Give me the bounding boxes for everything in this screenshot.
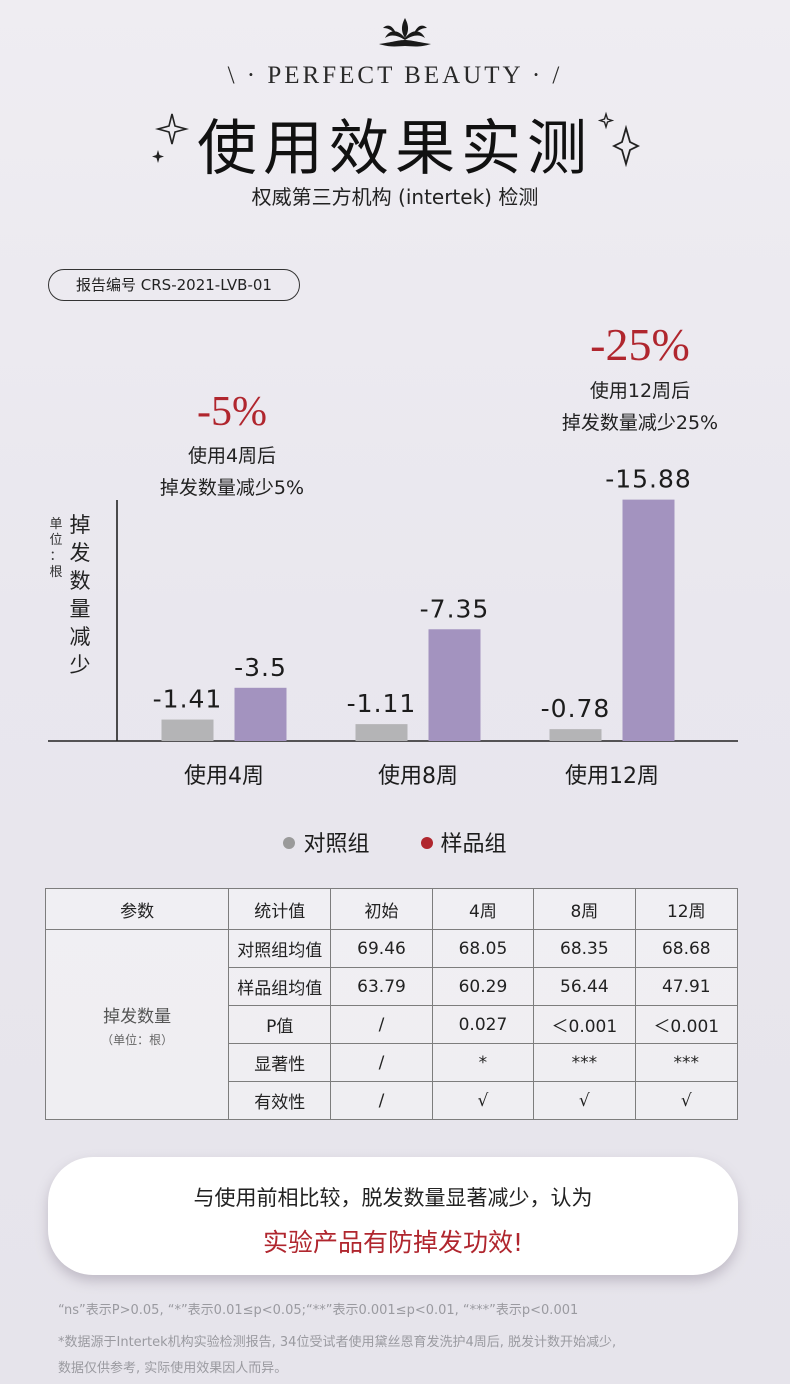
table-cell: √	[533, 1081, 636, 1120]
table-cell: ***	[634, 1043, 739, 1082]
stat-label: 对照组均值	[228, 929, 332, 968]
bar-value-label: -0.78	[541, 694, 611, 723]
footnote-significance: “ns”表示P>0.05, “*”表示0.01≤p<0.05;“**”表示0.0…	[58, 1303, 579, 1318]
stat-label: P值	[228, 1005, 332, 1044]
legend-item-control: 对照组	[283, 826, 370, 858]
bar-value-label: -7.35	[420, 594, 490, 623]
table-cell: 68.35	[533, 929, 636, 968]
table-header-row: 参数 统计值 初始 4周 8周 12周	[44, 888, 739, 930]
footnote-source: *数据源于Intertek机构实验检测报告, 34位受试者使用黛丝恩育发洗护4周…	[58, 1335, 617, 1350]
unit-label-char: 单	[49, 517, 62, 532]
sparkle-left-icon	[152, 113, 190, 163]
bar-sample	[234, 687, 287, 741]
page-subtitle: 权威第三方机构 (intertek) 检测	[251, 185, 539, 209]
stat-label: 样品组均值	[228, 967, 332, 1006]
page-title: 使用效果实测	[197, 114, 593, 184]
y-axis-label-char: 发	[70, 541, 91, 565]
table-cell: 56.44	[533, 967, 636, 1006]
bar-value-label: -1.41	[153, 685, 223, 714]
table-cell: /	[330, 1043, 433, 1082]
stat-label: 有效性	[228, 1081, 332, 1120]
bar-control	[355, 724, 408, 741]
table-cell: 69.46	[330, 929, 433, 968]
table-cell: 0.027	[431, 1005, 535, 1044]
bar-control	[549, 729, 602, 741]
param-label: 掉发数量	[103, 1006, 172, 1027]
table-cell: ＜0.001	[533, 1005, 636, 1044]
table-cell: 63.79	[330, 967, 433, 1006]
conclusion-text: 与使用前相比较，脱发数量显著减少，认为	[193, 1186, 593, 1210]
results-table: 参数 统计值 初始 4周 8周 12周 掉发数量 （单位：根） 对照组均值 69…	[44, 888, 739, 1120]
y-axis-label-char: 少	[70, 653, 91, 677]
bar-value-label: -1.11	[347, 689, 417, 718]
bar-sample	[428, 629, 481, 741]
table-cell: /	[330, 1005, 433, 1044]
legend-dot-control	[283, 837, 296, 849]
param-cell: 掉发数量 （单位：根）	[44, 929, 230, 1120]
table-row: 有效性 / √ √ √	[46, 1081, 739, 1120]
tagline: \ · PERFECT BEAUTY · /	[227, 62, 563, 89]
table-header-cell: 4周	[431, 888, 535, 930]
table-cell: √	[431, 1081, 535, 1120]
x-tick-label: 使用12周	[565, 764, 659, 789]
table-cell: 47.91	[634, 967, 739, 1006]
callout-note: 使用4周后	[188, 445, 276, 467]
table-header-cell: 统计值	[228, 888, 332, 930]
conclusion-box: 与使用前相比较，脱发数量显著减少，认为 实验产品有防掉发功效!	[48, 1157, 738, 1275]
x-tick-label: 使用4周	[184, 764, 264, 789]
y-axis-label-char: 量	[70, 597, 91, 621]
table-cell: 68.05	[431, 929, 535, 968]
stat-label: 显著性	[228, 1043, 332, 1082]
legend-label-control: 对照组	[303, 832, 370, 857]
bar-control	[161, 719, 214, 741]
callout-percent: -5%	[197, 389, 267, 435]
table-header-cell: 参数	[44, 888, 230, 930]
conclusion-highlight: 实验产品有防掉发功效!	[262, 1228, 524, 1257]
chart-legend: 对照组 样品组	[0, 826, 790, 858]
table-row: 样品组均值 63.79 60.29 56.44 47.91	[46, 967, 739, 1006]
callout-percent: -25%	[590, 319, 690, 370]
y-axis-label-char: 掉	[70, 513, 91, 537]
bar-value-label: -3.5	[234, 653, 287, 682]
table-cell: /	[330, 1081, 433, 1120]
table-cell: 60.29	[431, 967, 535, 1006]
table-cell: *	[431, 1043, 535, 1082]
table-cell: ***	[533, 1043, 636, 1082]
table-header-cell: 8周	[533, 888, 636, 930]
unit-label-char: 位	[49, 533, 62, 548]
x-tick-label: 使用8周	[378, 764, 458, 789]
report-number-badge: 报告编号 CRS-2021-LVB-01	[48, 269, 300, 301]
legend-dot-sample	[420, 837, 433, 849]
footnote-disclaimer: 数据仅供参考, 实际使用效果因人而异。	[58, 1361, 288, 1376]
unit-label-char: ：	[49, 549, 62, 564]
table-header-cell: 初始	[330, 888, 433, 930]
unit-label-char: 根	[49, 565, 62, 580]
table-cell: 68.68	[634, 929, 739, 968]
callout-note: 掉发数量减少25%	[562, 412, 718, 434]
bar-value-label: -15.88	[605, 465, 692, 494]
table-row: 掉发数量 （单位：根） 对照组均值 69.46 68.05 68.35 68.6…	[44, 929, 739, 1120]
table-row: 显著性 / * *** ***	[46, 1043, 739, 1082]
legend-item-sample: 样品组	[420, 826, 507, 858]
table-header-cell: 12周	[634, 888, 739, 930]
y-axis-label-char: 数	[70, 569, 91, 593]
callout-note: 掉发数量减少5%	[160, 477, 304, 499]
param-unit: （单位：根）	[101, 1032, 174, 1047]
sparkle-right-icon	[597, 111, 640, 168]
legend-label-sample: 样品组	[440, 832, 507, 857]
fleur-ornament-icon	[379, 18, 431, 47]
callout-note: 使用12周后	[590, 380, 690, 402]
y-axis-label-char: 减	[70, 625, 91, 649]
table-cell: ＜0.001	[634, 1005, 739, 1044]
bar-sample	[622, 499, 675, 741]
table-cell: √	[634, 1081, 739, 1120]
